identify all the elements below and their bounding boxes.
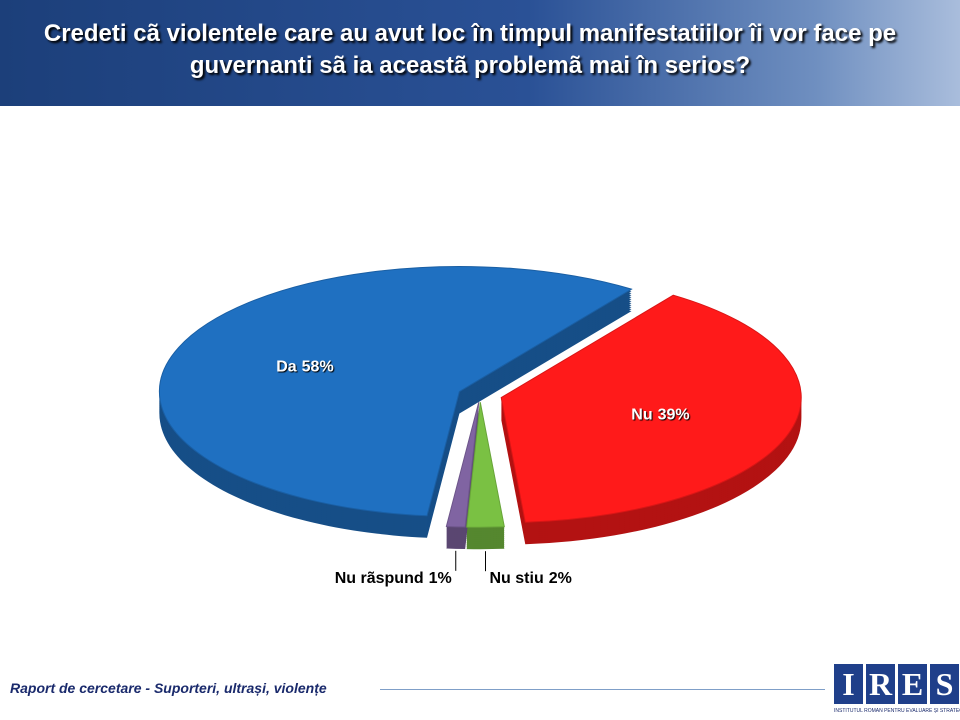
data-label: Da 58%	[276, 359, 333, 376]
logo-caption: INSTITUTUL ROMÂN PENTRU EVALUARE ȘI STRA…	[834, 708, 960, 714]
chart-title: Credeti cã violentele care au avut loc î…	[43, 20, 897, 79]
value-label: 2%	[549, 570, 572, 587]
data-label: Nu stiu 2%	[490, 570, 572, 587]
category-label: Da	[276, 359, 297, 376]
logo-letter: R	[866, 664, 895, 704]
logo-letter: I	[834, 664, 863, 704]
logo-letter: S	[930, 664, 959, 704]
slice	[158, 266, 633, 517]
category-label: Nu rãspund	[335, 570, 424, 587]
footer-rule	[380, 689, 825, 690]
header: Credeti cã violentele care au avut loc î…	[0, 0, 960, 106]
value-label: 39%	[658, 407, 690, 424]
slice	[466, 402, 505, 528]
category-label: Nu stiu	[490, 570, 544, 587]
slice	[445, 402, 480, 528]
footer-text: Raport de cercetare - Suporteri, ultrași…	[10, 680, 327, 696]
value-label: 58%	[302, 359, 334, 376]
data-label: Nu 39%	[631, 407, 689, 424]
category-label: Nu	[631, 407, 652, 424]
data-label: Nu rãspund 1%	[335, 570, 452, 587]
logo-letter: E	[898, 664, 927, 704]
value-label: 1%	[429, 570, 452, 587]
slice	[500, 294, 802, 523]
